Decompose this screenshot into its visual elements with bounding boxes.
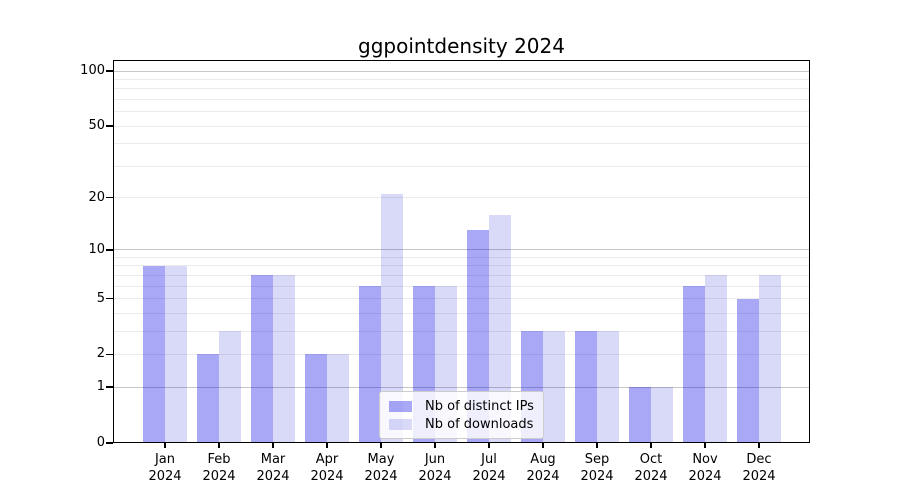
- bar-downloads: [327, 354, 349, 443]
- x-tick-label: Aug 2024: [526, 452, 560, 484]
- y-tick-mark: [106, 196, 113, 199]
- grid-line-major: [113, 249, 810, 251]
- x-tick-label: Sep 2024: [580, 452, 614, 484]
- y-tick-label: 20: [88, 189, 105, 205]
- bars-layer: [113, 60, 810, 443]
- legend-swatch-downloads: [389, 418, 412, 430]
- grid-line-minor: [113, 111, 810, 113]
- x-tick-label: Apr 2024: [310, 452, 344, 484]
- legend-label-downloads: Nb of downloads: [425, 416, 534, 432]
- grid-line-minor: [113, 265, 810, 267]
- bar-distinct-ips: [251, 275, 273, 443]
- x-tick-mark: [164, 443, 166, 448]
- bar-downloads: [651, 387, 673, 443]
- bar-distinct-ips: [359, 286, 381, 443]
- legend: Nb of distinct IPs Nb of downloads: [379, 391, 544, 439]
- bar-downloads: [543, 331, 565, 443]
- y-tick-label: 50: [88, 118, 105, 134]
- legend-item-downloads: Nb of downloads: [389, 415, 534, 433]
- x-tick-mark: [326, 443, 328, 448]
- grid-line-minor: [113, 125, 810, 127]
- x-tick-label: Feb 2024: [202, 452, 236, 484]
- y-tick-mark: [106, 297, 113, 300]
- x-tick-mark: [218, 443, 220, 448]
- y-tick-label: 100: [80, 63, 105, 79]
- x-tick-mark: [542, 443, 544, 448]
- x-tick-label: Dec 2024: [742, 452, 776, 484]
- grid-line-minor: [113, 312, 810, 314]
- x-tick-label: Jan 2024: [148, 452, 182, 484]
- x-tick-mark: [704, 443, 706, 448]
- grid-line-minor: [113, 256, 810, 258]
- y-tick-label: 5: [96, 290, 105, 306]
- x-tick-mark: [758, 443, 760, 448]
- bar-distinct-ips: [629, 387, 651, 443]
- grid-line-minor: [113, 285, 810, 287]
- x-tick-mark: [272, 443, 274, 448]
- y-tick-mark: [106, 70, 113, 72]
- bar-distinct-ips: [737, 298, 759, 443]
- grid-line-minor: [113, 88, 810, 90]
- bar-downloads: [759, 275, 781, 443]
- grid-line-major: [113, 386, 810, 388]
- y-tick-mark: [106, 353, 113, 356]
- y-tick-label: 2: [96, 346, 105, 362]
- x-tick-mark: [650, 443, 652, 448]
- bar-downloads: [165, 265, 187, 443]
- grid-line-minor: [113, 99, 810, 101]
- legend-swatch-distinct-ips: [389, 400, 412, 412]
- x-tick-mark: [596, 443, 598, 448]
- x-tick-label: Oct 2024: [634, 452, 668, 484]
- grid-line-minor: [113, 165, 810, 167]
- bar-distinct-ips: [197, 354, 219, 443]
- x-tick-mark: [380, 443, 382, 448]
- plot-area: Nb of distinct IPs Nb of downloads: [113, 60, 810, 443]
- grid-line-minor: [113, 330, 810, 332]
- bar-downloads: [489, 214, 511, 443]
- x-tick-label: Jul 2024: [472, 452, 506, 484]
- grid-layer: [113, 60, 810, 443]
- y-tick-label: 10: [88, 241, 105, 257]
- grid-line-minor: [113, 143, 810, 145]
- bar-distinct-ips: [305, 354, 327, 443]
- x-tick-mark: [488, 443, 490, 448]
- grid-line-minor: [113, 274, 810, 276]
- grid-line-minor: [113, 298, 810, 300]
- y-tick-mark: [106, 249, 113, 251]
- bar-distinct-ips: [575, 331, 597, 443]
- bar-distinct-ips: [467, 230, 489, 443]
- bar-downloads: [273, 275, 295, 443]
- bar-downloads: [597, 331, 619, 443]
- bar-distinct-ips: [683, 286, 705, 443]
- x-tick-label: May 2024: [364, 452, 398, 484]
- y-tick-mark: [106, 125, 113, 127]
- grid-line-minor: [113, 353, 810, 355]
- grid-line-minor: [113, 197, 810, 199]
- y-tick-mark: [106, 386, 113, 388]
- bar-distinct-ips: [143, 265, 165, 443]
- y-tick-label: 0: [96, 435, 105, 450]
- bar-downloads: [381, 193, 403, 443]
- x-tick-label: Jun 2024: [418, 452, 452, 484]
- legend-item-distinct-ips: Nb of distinct IPs: [389, 397, 534, 415]
- bar-downloads: [705, 275, 727, 443]
- x-tick-mark: [434, 443, 436, 448]
- bar-downloads: [219, 331, 241, 443]
- y-tick-mark: [106, 442, 113, 444]
- chart-title: ggpointdensity 2024: [358, 34, 565, 58]
- y-tick-label: 1: [96, 379, 105, 395]
- x-tick-label: Mar 2024: [256, 452, 290, 484]
- legend-label-distinct-ips: Nb of distinct IPs: [425, 398, 534, 414]
- x-tick-label: Nov 2024: [688, 452, 722, 484]
- grid-line-minor: [113, 79, 810, 81]
- grid-line-major: [113, 70, 810, 72]
